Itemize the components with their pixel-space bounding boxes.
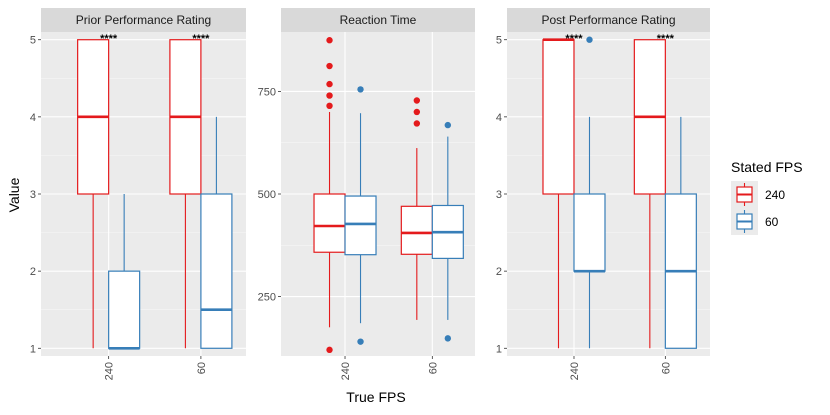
outlier-point xyxy=(326,102,333,110)
box-240-60 xyxy=(108,194,141,350)
box-iqr xyxy=(400,205,433,255)
outlier-point xyxy=(413,120,421,127)
legend-items: 240 60 xyxy=(731,181,785,235)
box-iqr xyxy=(344,195,377,256)
x-tick-label: 240 xyxy=(569,362,581,380)
panel-title: Prior Performance Rating xyxy=(76,13,211,27)
outlier-point xyxy=(326,37,333,44)
x-tick-label: 60 xyxy=(427,362,439,374)
box-240-60 xyxy=(573,36,606,349)
significance-label: **** xyxy=(100,33,118,45)
y-tick-label: 2 xyxy=(496,266,502,278)
legend-label: 60 xyxy=(765,215,779,229)
y-tick-label: 3 xyxy=(496,189,502,201)
panel-1: Prior Performance Rating 1 2 3 4 5 240 60 **** **… xyxy=(30,8,246,380)
outlier-point xyxy=(413,97,421,104)
box-60-240 xyxy=(400,97,433,320)
legend-label: 240 xyxy=(765,188,785,202)
outlier-point xyxy=(413,108,421,116)
y-tick-label: 5 xyxy=(496,35,502,47)
outlier-point xyxy=(357,338,364,345)
legend-item-240: 240 xyxy=(731,181,785,208)
y-tick-label: 750 xyxy=(258,86,276,98)
outlier-point xyxy=(357,86,364,93)
legend-item-60: 60 xyxy=(731,208,779,235)
y-tick-label: 5 xyxy=(30,35,36,47)
y-tick-label: 250 xyxy=(258,292,276,304)
legend: Stated FPS 240 60 xyxy=(731,159,803,235)
panels-layer: Prior Performance Rating 1 2 3 4 5 240 60 **** **… xyxy=(30,8,710,380)
box-240-240 xyxy=(313,37,346,354)
box-60-60 xyxy=(431,121,464,342)
panel-strip xyxy=(281,8,475,32)
outlier-point xyxy=(444,121,452,129)
significance-label: **** xyxy=(657,33,675,45)
outlier-point xyxy=(444,335,452,342)
y-tick-label: 2 xyxy=(30,266,36,278)
y-tick-label: 1 xyxy=(496,343,502,355)
outlier-point xyxy=(326,62,333,70)
box-60-240 xyxy=(169,39,202,349)
y-tick-label: 1 xyxy=(30,343,36,355)
box-iqr xyxy=(573,193,606,272)
legend-title: Stated FPS xyxy=(731,159,803,175)
box-240-240 xyxy=(542,38,575,349)
significance-label: **** xyxy=(565,33,583,45)
x-tick-label: 240 xyxy=(340,362,352,380)
box-iqr xyxy=(200,193,233,349)
x-tick-label: 240 xyxy=(104,362,116,380)
outlier-point xyxy=(586,36,593,43)
panel-3: Post Performance Rating 1 2 3 4 5 240 60 **** ***… xyxy=(496,8,710,380)
panel-title: Reaction Time xyxy=(340,13,417,27)
x-axis-title: True FPS xyxy=(346,389,405,405)
outlier-point xyxy=(326,80,333,88)
y-tick-label: 500 xyxy=(258,189,276,201)
significance-label: **** xyxy=(192,33,210,45)
box-60-60 xyxy=(664,116,697,349)
y-tick-label: 4 xyxy=(496,112,502,124)
panel-2: Reaction Time 250 500 750 240 60 xyxy=(258,8,475,380)
x-tick-label: 60 xyxy=(196,362,208,374)
outlier-point xyxy=(326,346,333,354)
box-60-60 xyxy=(200,116,233,349)
y-axis-title: Value xyxy=(6,177,22,212)
box-60-240 xyxy=(633,39,666,349)
box-iqr xyxy=(542,39,575,195)
box-iqr xyxy=(108,270,141,349)
box-iqr xyxy=(313,193,346,253)
panel-strip xyxy=(507,8,710,32)
panel-title: Post Performance Rating xyxy=(541,13,675,27)
x-tick-label: 60 xyxy=(660,362,672,374)
box-240-60 xyxy=(344,86,377,345)
outlier-point xyxy=(326,92,333,99)
y-tick-label: 4 xyxy=(30,112,36,124)
panel-strip xyxy=(41,8,246,32)
box-240-240 xyxy=(77,39,110,349)
y-tick-label: 3 xyxy=(30,189,36,201)
